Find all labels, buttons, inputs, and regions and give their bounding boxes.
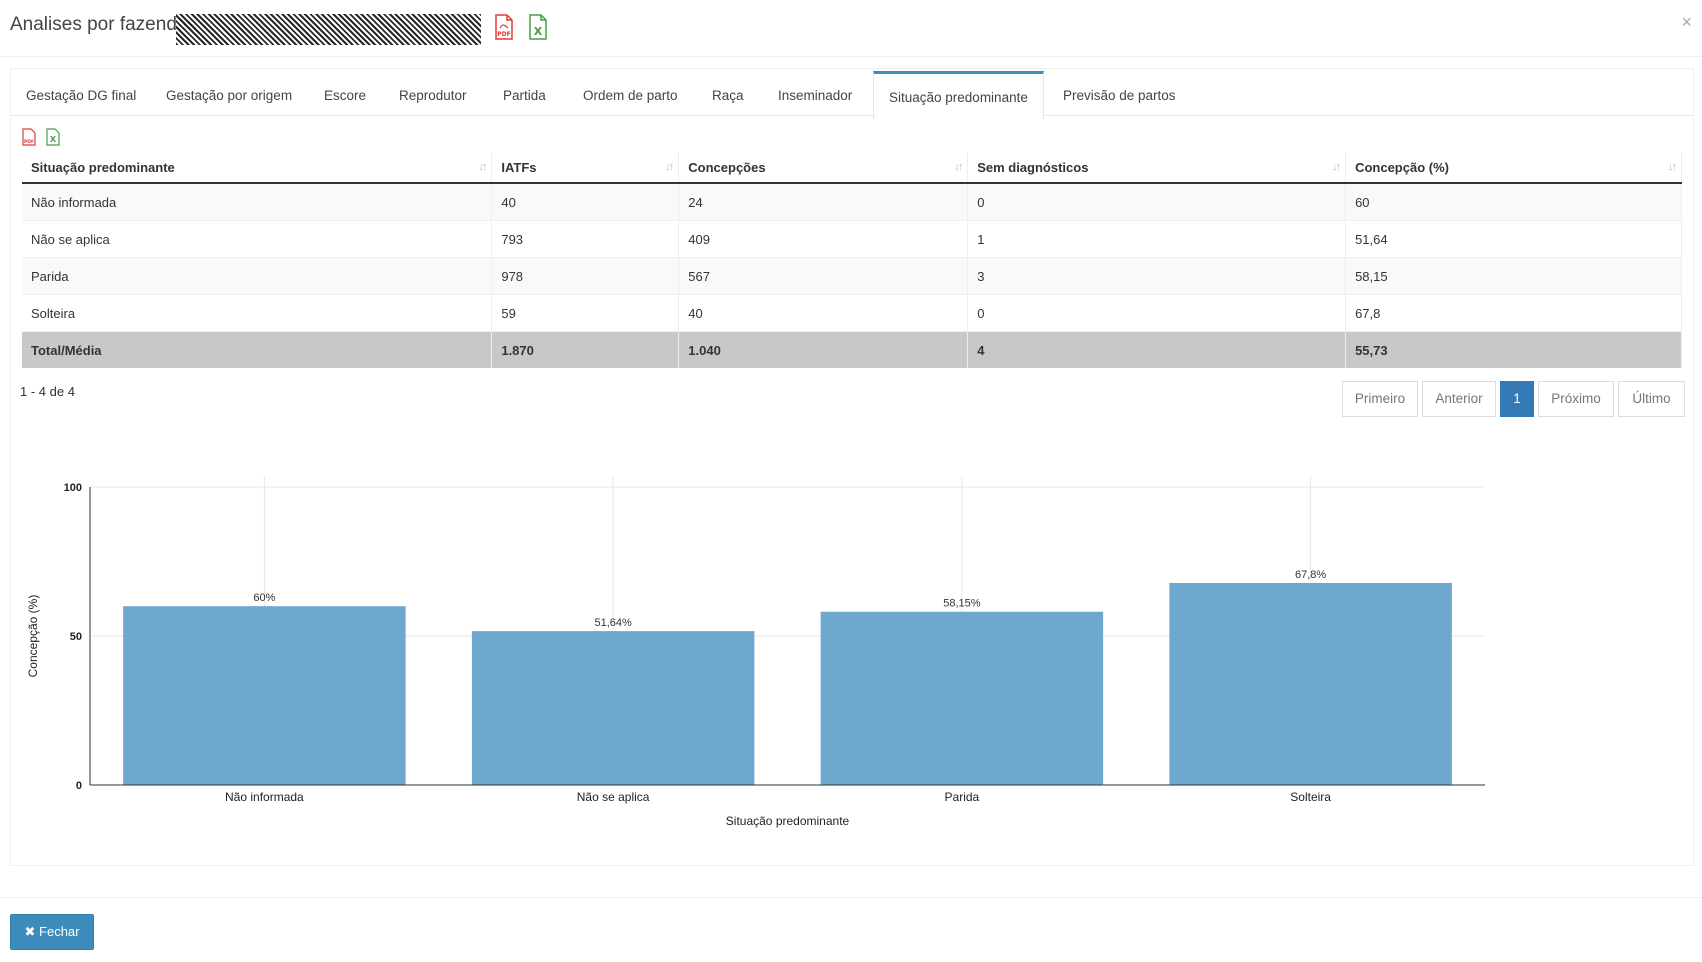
y-tick-label: 100	[64, 482, 82, 494]
tab-reprodutor[interactable]: Reprodutor	[399, 88, 467, 103]
tab-situacao-predominante[interactable]: Situação predominante	[873, 71, 1044, 119]
y-tick-label: 0	[76, 780, 82, 792]
redacted-farm-name	[176, 14, 481, 45]
times-icon: ✖	[24, 924, 36, 939]
bar[interactable]	[1169, 582, 1452, 785]
tab-gestacao-dg-final[interactable]: Gestação DG final	[26, 88, 137, 103]
bar-data-label: 51,64%	[594, 617, 632, 629]
table-pdf-icon[interactable]: PDF	[22, 128, 36, 146]
x-axis-label: Situação predominante	[726, 814, 850, 828]
bar-data-label: 60%	[253, 592, 275, 604]
x-tick-label: Não se aplica	[577, 790, 650, 804]
header-situacao[interactable]: Situação predominante ↓↑	[22, 152, 493, 184]
tab-inseminador[interactable]: Inseminador	[778, 88, 853, 103]
table-cell: 0	[967, 182, 1347, 221]
header-iatfs[interactable]: IATFs ↓↑	[491, 152, 680, 184]
table-cell: Não informada	[22, 182, 493, 221]
bar[interactable]	[471, 631, 755, 785]
record-count: 1 - 4 de 4	[20, 384, 75, 399]
tab-bar: Gestação DG final Gestação por origem Es…	[11, 71, 1693, 119]
table-cell: 59	[491, 294, 680, 332]
pdf-file-icon[interactable]: PDF	[494, 14, 514, 40]
close-icon[interactable]: ×	[1681, 12, 1692, 32]
sort-icon[interactable]: ↓↑	[478, 161, 487, 173]
y-tick-label: 50	[70, 631, 82, 643]
x-tick-label: Não informada	[225, 790, 304, 804]
bar-chart: 0 50 100 60% Não informada 51,64% Não se aplic…	[26, 477, 1485, 828]
table-cell: 24	[678, 182, 969, 221]
svg-text:X: X	[50, 135, 57, 144]
bar-data-label: 67,8%	[1295, 569, 1326, 581]
pager-previous-button[interactable]: Anterior	[1422, 381, 1496, 417]
table-cell: Solteira	[22, 294, 493, 332]
pager-page-1-button[interactable]: 1	[1500, 381, 1534, 417]
bar-data-label: 58,15%	[943, 598, 981, 610]
bar[interactable]	[820, 611, 1104, 785]
svg-text:PDF: PDF	[24, 139, 34, 145]
tab-previsao-de-partos[interactable]: Previsão de partos	[1063, 88, 1176, 103]
tab-raca[interactable]: Raça	[712, 88, 744, 103]
modal-title: Analises por fazendas	[10, 14, 197, 35]
pager-next-button[interactable]: Próximo	[1538, 381, 1614, 417]
table-cell: 67,8	[1345, 294, 1682, 332]
tab-ordem-de-parto[interactable]: Ordem de parto	[583, 88, 678, 103]
data-table: Situação predominante ↓↑ IATFs ↓↑ Concepçõ…	[22, 152, 1682, 368]
tab-partida[interactable]: Partida	[503, 88, 546, 103]
close-button-label: Fechar	[39, 924, 80, 939]
pager-first-button[interactable]: Primeiro	[1342, 381, 1418, 417]
svg-text:X: X	[534, 25, 543, 38]
close-button[interactable]: ✖ Fechar	[10, 914, 94, 950]
table-cell: 1.870	[491, 331, 680, 368]
table-cell: 3	[967, 257, 1347, 295]
table-cell: 55,73	[1345, 331, 1682, 368]
table-header-row: Situação predominante ↓↑ IATFs ↓↑ Concepçõ…	[22, 152, 1682, 184]
table-cell: 40	[678, 294, 969, 332]
bar[interactable]	[123, 606, 406, 785]
table-row: Não informada 40 24 0 60	[22, 182, 1682, 221]
table-cell: 40	[491, 182, 680, 221]
table-cell: 409	[678, 220, 969, 258]
sort-icon[interactable]: ↓↑	[665, 161, 674, 173]
table-cell: Total/Média	[22, 331, 493, 368]
x-tick-label: Parida	[945, 790, 980, 804]
header-concepcao-pct[interactable]: Concepção (%) ↓↑	[1345, 152, 1682, 184]
table-cell: 51,64	[1345, 220, 1682, 258]
sort-icon[interactable]: ↓↑	[954, 161, 963, 173]
table-cell: 58,15	[1345, 257, 1682, 295]
table-cell: 4	[967, 331, 1347, 368]
table-cell: 793	[491, 220, 680, 258]
tab-escore[interactable]: Escore	[324, 88, 367, 103]
analysis-panel: Gestação DG final Gestação por origem Es…	[10, 68, 1694, 866]
table-cell: 1.040	[678, 331, 969, 368]
table-cell: Não se aplica	[22, 220, 493, 258]
table-cell: 1	[967, 220, 1347, 258]
header-concepcoes[interactable]: Concepções ↓↑	[678, 152, 969, 184]
table-row: Solteira 59 40 0 67,8	[22, 294, 1682, 332]
sort-icon[interactable]: ↓↑	[1668, 161, 1677, 173]
pager-last-button[interactable]: Último	[1618, 381, 1685, 417]
header-sem-diagnosticos[interactable]: Sem diagnósticos ↓↑	[967, 152, 1347, 184]
svg-text:PDF: PDF	[497, 31, 510, 38]
table-total-row: Total/Média 1.870 1.040 4 55,73	[22, 331, 1682, 368]
table-cell: 978	[491, 257, 680, 295]
table-row: Não se aplica 793 409 1 51,64	[22, 220, 1682, 258]
excel-file-icon[interactable]: X	[528, 14, 548, 40]
y-axis-label: Concepção (%)	[26, 595, 40, 678]
tab-gestacao-por-origem[interactable]: Gestação por origem	[166, 88, 293, 103]
modal-header: Analises por fazendas PDF X ×	[0, 0, 1702, 57]
table-cell: Parida	[22, 257, 493, 295]
table-cell: 567	[678, 257, 969, 295]
table-cell: 60	[1345, 182, 1682, 221]
footer-divider	[0, 897, 1702, 898]
table-excel-icon[interactable]: X	[46, 128, 60, 146]
table-cell: 0	[967, 294, 1347, 332]
x-tick-label: Solteira	[1290, 790, 1331, 804]
table-row: Parida 978 567 3 58,15	[22, 257, 1682, 295]
sort-icon[interactable]: ↓↑	[1332, 161, 1341, 173]
